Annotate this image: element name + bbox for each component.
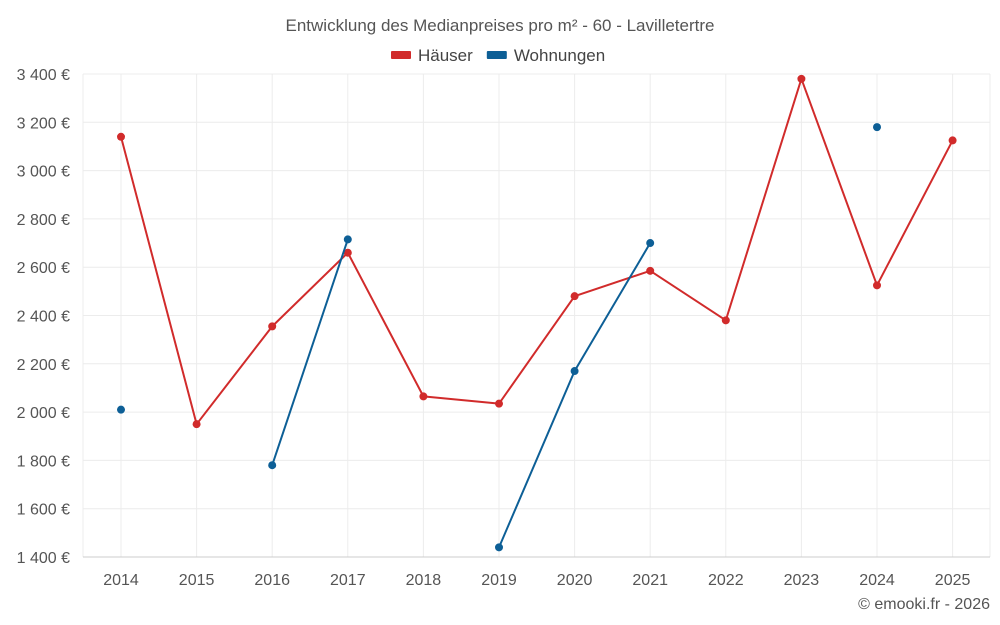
series-1 (117, 123, 881, 552)
x-tick-label: 2017 (330, 572, 366, 589)
data-point[interactable] (797, 74, 806, 83)
series-line (271, 238, 349, 467)
y-tick-label: 1 600 € (17, 502, 70, 519)
y-tick-label: 2 800 € (17, 212, 70, 229)
data-point[interactable] (268, 322, 277, 331)
data-point[interactable] (948, 136, 957, 145)
data-point[interactable] (570, 367, 579, 376)
y-tick-label: 1 400 € (17, 550, 70, 567)
legend-swatch (391, 51, 411, 59)
y-tick-label: 3 000 € (17, 164, 70, 181)
series-line (120, 77, 954, 426)
x-tick-label: 2021 (632, 572, 668, 589)
data-point[interactable] (343, 235, 352, 244)
data-point[interactable] (873, 123, 881, 132)
chart-title: Entwicklung des Medianpreises pro m² - 6… (286, 16, 715, 35)
data-point[interactable] (646, 239, 655, 248)
x-tick-label: 2015 (179, 572, 215, 589)
data-point[interactable] (570, 292, 579, 301)
x-tick-label: 2020 (557, 572, 593, 589)
data-point[interactable] (343, 248, 352, 257)
data-point[interactable] (117, 132, 125, 141)
data-point[interactable] (268, 461, 277, 470)
legend-item[interactable]: Wohnungen (486, 46, 605, 65)
legend-label: Wohnungen (514, 46, 605, 65)
y-tick-label: 2 600 € (17, 260, 70, 277)
series-0 (117, 74, 957, 429)
x-tick-label: 2018 (406, 572, 442, 589)
series-layer (117, 74, 957, 552)
y-tick-label: 2 400 € (17, 309, 70, 326)
y-tick-label: 3 400 € (17, 67, 70, 84)
legend-swatch (486, 51, 507, 59)
x-tick-label: 2024 (859, 572, 895, 589)
y-axis: 1 400 € 1 600 € 1 800 € 2 000 € 2 200 € 2 400… (17, 67, 70, 567)
data-point[interactable] (873, 281, 881, 290)
credit-text: © emooki.fr - 2026 (858, 596, 990, 613)
y-tick-label: 2 200 € (17, 357, 70, 374)
y-tick-label: 2 000 € (17, 405, 70, 422)
grid (82, 73, 991, 557)
data-point[interactable] (721, 316, 730, 325)
data-point[interactable] (646, 266, 655, 275)
legend-item[interactable]: Häuser (391, 46, 473, 65)
x-tick-label: 2014 (103, 572, 139, 589)
y-tick-label: 3 200 € (17, 115, 70, 132)
data-point[interactable] (117, 405, 125, 414)
legend: Häuser Wohnungen (391, 46, 605, 65)
x-tick-label: 2022 (708, 572, 744, 589)
x-tick-label: 2016 (254, 572, 290, 589)
x-tick-label: 2025 (935, 572, 971, 589)
data-point[interactable] (495, 399, 503, 408)
x-axis: 2014 2015 2016 2017 2018 2019 2020 2021 2022 2023… (83, 556, 990, 589)
y-tick-label: 1 800 € (17, 453, 70, 470)
data-point[interactable] (495, 543, 503, 552)
x-tick-label: 2019 (481, 572, 517, 589)
data-point[interactable] (419, 392, 428, 401)
x-tick-label: 2023 (784, 572, 820, 589)
legend-label: Häuser (418, 46, 473, 65)
data-point[interactable] (192, 420, 201, 429)
